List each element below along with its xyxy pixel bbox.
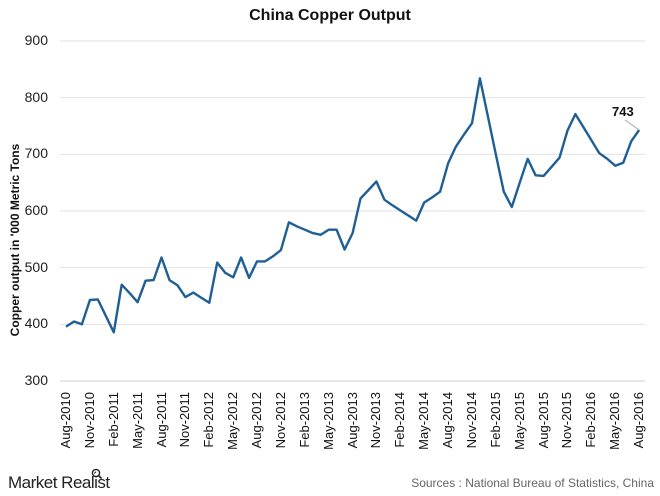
y-tick-label: 800 — [24, 88, 48, 105]
x-tick-label: Aug-2015 — [535, 392, 551, 449]
chart-title: China Copper Output — [249, 7, 411, 24]
source-note: Sources : National Bureau of Statistics,… — [411, 476, 654, 490]
x-tick-label: Nov-2013 — [368, 392, 384, 449]
annotation-leader-line — [624, 119, 640, 131]
y-tick-label: 700 — [24, 145, 48, 162]
x-tick-label: May-2015 — [511, 392, 527, 450]
x-tick-label: Aug-2010 — [58, 392, 73, 449]
x-tick-label: Nov-2015 — [559, 392, 575, 449]
x-tick-label: May-2012 — [225, 392, 241, 450]
x-tick-label: Feb-2012 — [201, 392, 217, 448]
y-tick-label: 900 — [24, 32, 48, 48]
x-tick-label: May-2014 — [416, 392, 432, 450]
x-tick-label: Feb-2015 — [487, 392, 503, 448]
y-tick-label: 400 — [24, 315, 48, 332]
brand-logo-text: Market Realist — [8, 473, 110, 492]
x-tick-label: Feb-2016 — [583, 392, 599, 448]
x-tick-label: Aug-2013 — [344, 392, 360, 449]
y-tick-label: 300 — [24, 372, 48, 388]
last-value-annotation: 743 — [612, 104, 634, 119]
x-tick-label: Nov-2014 — [463, 392, 479, 449]
x-tick-label: May-2016 — [607, 392, 623, 450]
x-tick-label: Aug-2012 — [249, 392, 265, 449]
x-tick-label: Nov-2011 — [177, 392, 193, 448]
y-tick-label: 600 — [24, 202, 48, 218]
y-tick-label: 500 — [24, 258, 48, 275]
x-tick-label: Nov-2012 — [272, 392, 288, 449]
x-tick-label: Nov-2010 — [81, 392, 97, 449]
x-tick-label: Feb-2013 — [296, 392, 312, 448]
magnifier-icon — [91, 468, 103, 480]
x-tick-label: Feb-2014 — [392, 392, 408, 448]
x-tick-label: May-2013 — [320, 392, 336, 450]
x-tick-label: Aug-2016 — [631, 392, 647, 449]
x-tick-label: Aug-2014 — [440, 392, 456, 449]
series-line — [65, 77, 641, 334]
x-tick-label: May-2011 — [129, 392, 145, 449]
x-tick-label: Aug-2011 — [153, 392, 169, 448]
x-tick-label: Feb-2011 — [105, 392, 121, 447]
